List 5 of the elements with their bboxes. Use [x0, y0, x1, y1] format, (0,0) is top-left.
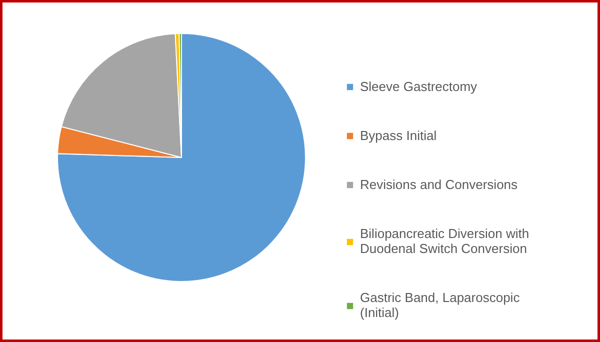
legend-label: Biliopancreatic Diversion with Duodenal Switch Conversion [360, 226, 530, 256]
legend-label: Bypass Initial [360, 128, 437, 143]
legend-label: Revisions and Conversions [360, 177, 518, 192]
legend-label: Sleeve Gastrectomy [360, 79, 478, 94]
legend-label: Gastric Band, Laparoscopic (Initial) [360, 290, 520, 320]
